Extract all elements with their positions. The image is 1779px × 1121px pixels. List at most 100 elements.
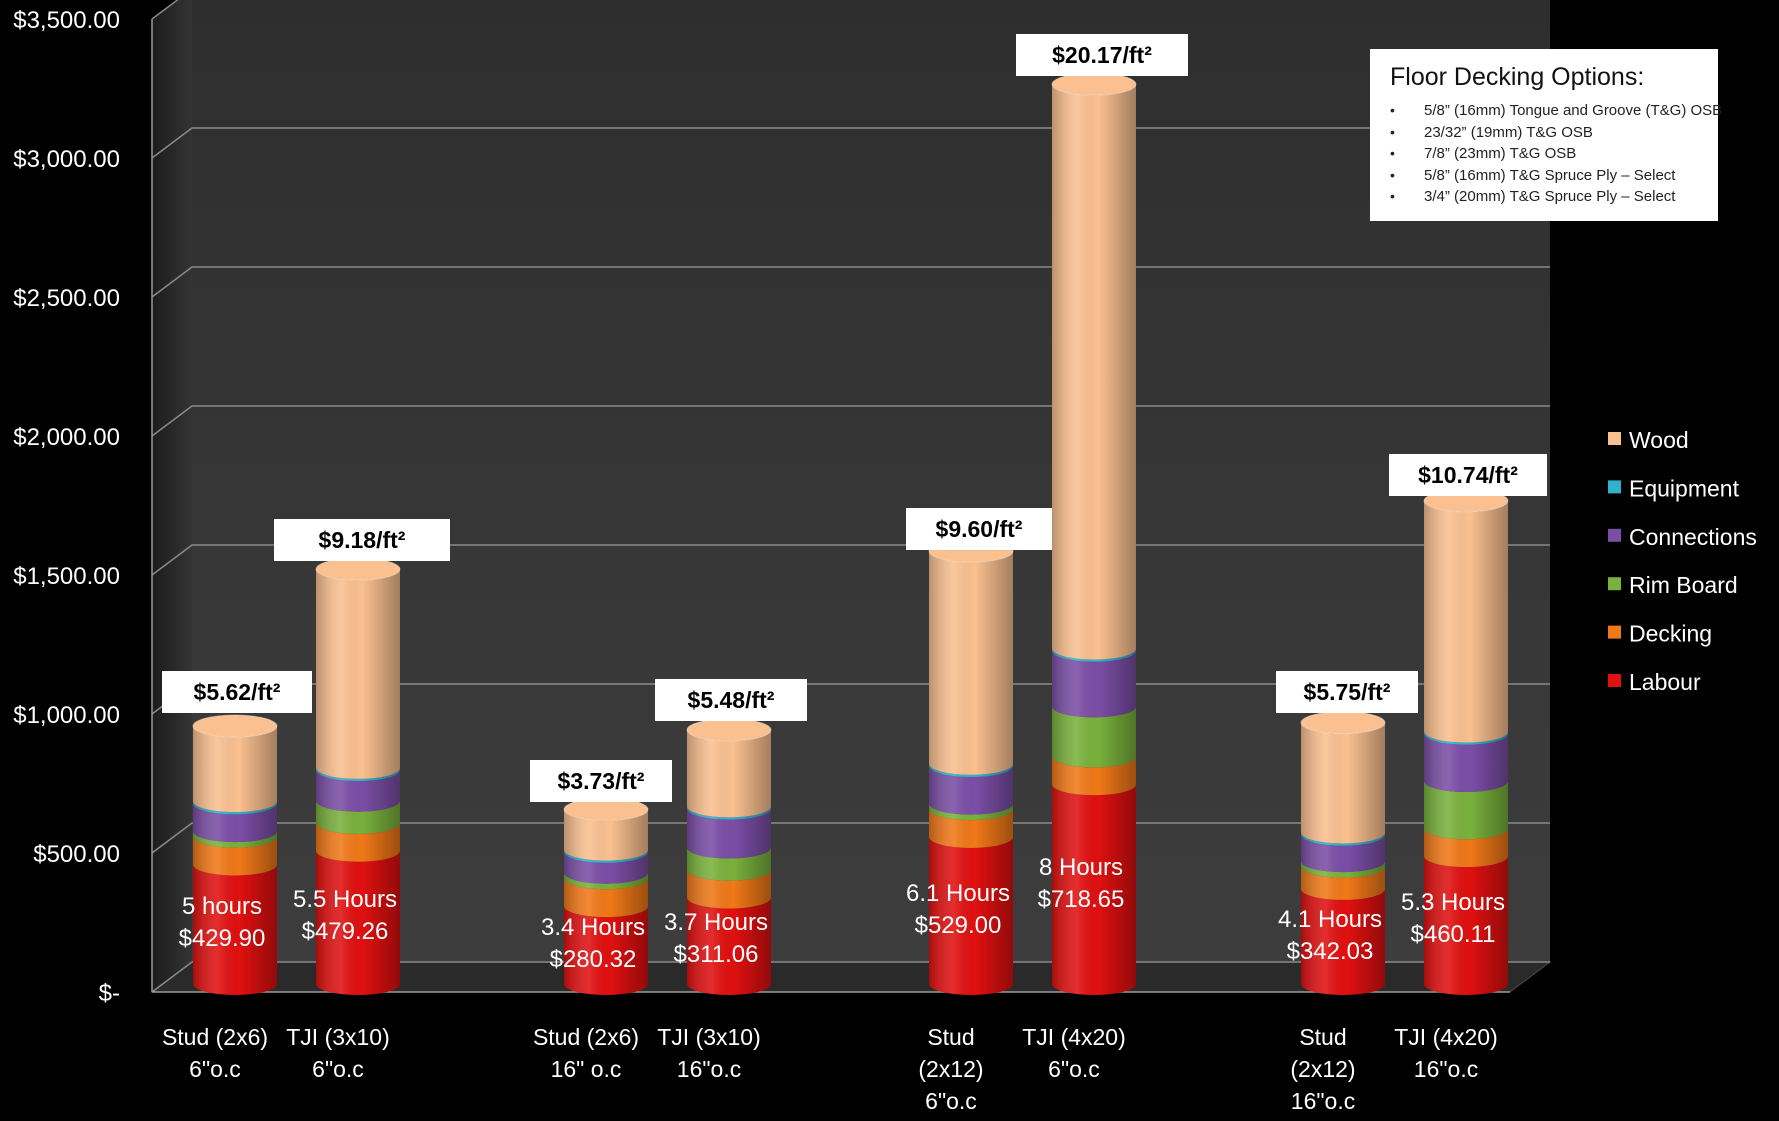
y-tick-label: $1,000.00 [13,702,120,729]
bar-segment-shading [1424,856,1508,995]
bar-segment-shading [316,800,400,834]
bar-data-label: $529.00 [915,912,1002,939]
bar-segment-shading [316,767,400,782]
bar-segment-shading [316,770,400,812]
per-sqft-callouts: $5.62/ft² $9.18/ft² $3.73/ft² $5.48/ft² $9.6… [162,34,1547,802]
bar-data-label: 5 hours [182,893,262,920]
bar-segment-shading [1424,828,1508,868]
x-tick-label: 16" o.c [551,1056,622,1082]
bar-segment-shading [1424,500,1508,743]
y-tick-label: $3,000.00 [13,146,120,173]
bar-segment-shading [929,803,1013,821]
x-tick-label: 16"o.c [1414,1056,1478,1082]
floor-decking-options-list: 5/8” (16mm) Tongue and Groove (T&G) OSB … [1390,100,1722,208]
bar-data-labels: 5 hours $429.90 5.5 Hours $479.26 3.4 Hours $… [179,854,1505,973]
legend-swatch [1608,432,1621,445]
per-sqft-callout: $10.74/ft² [1389,454,1547,496]
bar-stack [686,718,772,995]
callout-text: $3.73/ft² [558,768,645,794]
legend-item: Labour [1608,669,1701,695]
bar-data-label: 8 Hours [1039,854,1123,881]
bars [192,72,1509,995]
legend-swatch [1608,674,1621,687]
bar-segment-shading [564,878,648,918]
callout-box [530,760,672,802]
x-tick-label: 16"o.c [1291,1088,1355,1114]
bar-segment-shading [1424,731,1508,745]
bar-segment-shading [1052,648,1136,662]
bar-segment-shading [929,766,1013,815]
bar-segment-shading [316,822,400,862]
callout-box [1389,454,1547,496]
bar-segment-shading [564,872,648,890]
legend-swatch [1608,625,1621,639]
bar-data-label: $460.11 [1411,921,1496,948]
per-sqft-callout: $20.17/ft² [1016,34,1188,76]
legend-swatch [1608,480,1621,494]
y-tick-label: $2,000.00 [13,424,120,451]
callout-text: $9.60/ft² [936,516,1023,542]
decking-option-item: 7/8” (23mm) T&G OSB [1390,143,1706,165]
x-tick-label: TJI (4x20) [1394,1024,1498,1050]
callout-box [655,679,807,721]
bar-segment-shading [1052,756,1136,796]
bar-segment-shading [1052,650,1136,718]
bar-segment-shading [929,763,1013,778]
bar-data-label: 4.1 Hours [1278,906,1382,933]
bar-segment-shading [316,569,400,779]
y-tick-label: $2,500.00 [13,285,120,312]
bar-segment-shading [929,551,1013,775]
bar-segment-shading [1424,733,1508,793]
bar-segment-shading [687,869,771,909]
bar-segment-shading [1301,722,1385,844]
legend-swatch [1608,528,1621,542]
bar-segment-shading [1301,861,1385,878]
legend-label: Decking [1629,621,1712,647]
gridline [151,0,179,20]
bar-segment-shading [687,847,771,881]
callout-box [162,671,312,713]
bar-data-label: $479.26 [302,918,389,945]
callout-text: $9.18/ft² [319,527,406,553]
callout-text: $10.74/ft² [1418,462,1518,488]
x-tick-label: 6"o.c [189,1056,241,1082]
bar-segment-shading [1301,888,1385,995]
callout-text: $5.48/ft² [688,687,775,713]
legend-label: Rim Board [1629,572,1738,598]
bar-data-label: 5.3 Hours [1401,889,1505,916]
callout-box [1276,671,1418,713]
per-sqft-callout: $9.18/ft² [274,519,450,561]
per-sqft-callout: $5.48/ft² [655,679,807,721]
callout-box [1016,34,1188,76]
bar-segment-shading [1052,84,1136,660]
callout-text: $5.75/ft² [1304,679,1391,705]
bar-segment-shading [193,831,277,848]
bar-stack [192,714,278,995]
bar-stack [563,797,649,995]
bar-stack [1300,711,1386,995]
bar-top-cap [686,718,772,742]
bar-stack [1051,72,1137,995]
bar-top-cap [192,714,278,738]
x-axis-category-labels: Stud (2x6) 6"o.c TJI (3x10) 6"o.c Stud (2x6)… [162,1024,1498,1114]
bar-segment-shading [193,726,277,813]
x-tick-label: 6"o.c [925,1088,977,1114]
bar-data-label: $429.90 [179,925,266,952]
bar-segment-shading [193,803,277,843]
bar-data-label: $342.03 [1287,938,1374,965]
bar-segment-shading [1301,832,1385,846]
bar-segment-shading [1424,781,1508,840]
legend-item: Wood [1608,427,1689,453]
legend-item: Decking [1608,621,1712,647]
decking-option-item: 5/8” (16mm) T&G Spruce Ply – Select [1390,165,1706,187]
x-tick-label: TJI (3x10) [657,1024,761,1050]
x-tick-label: TJI (3x10) [286,1024,390,1050]
bar-segment-shading [1301,834,1385,873]
legend: Wood Equipment Connections Rim Board Decking… [1608,427,1757,695]
x-tick-label: (2x12) [918,1056,983,1082]
per-sqft-callout: $5.75/ft² [1276,671,1418,713]
callout-text: $20.17/ft² [1052,42,1152,68]
bar-stack [1423,489,1509,995]
y-tick-label: $3,500.00 [13,7,120,34]
